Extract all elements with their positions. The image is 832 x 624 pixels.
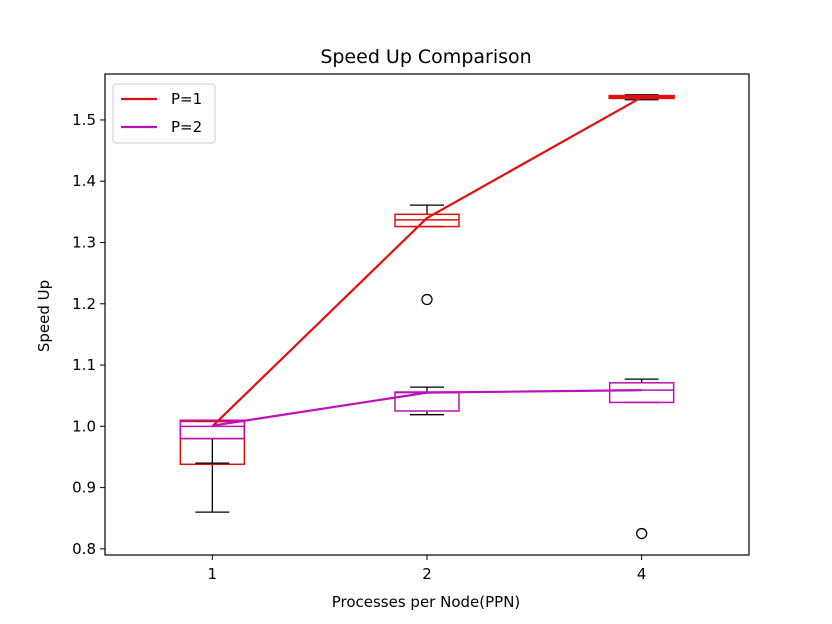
box-body <box>179 420 246 466</box>
legend-entry: P=1 <box>171 90 202 108</box>
y-tick-label: 1.5 <box>72 111 96 129</box>
box-P=2-1 <box>179 419 246 464</box>
x-tick-label: 4 <box>637 565 647 583</box>
box-body <box>179 419 246 440</box>
outlier-point <box>421 293 433 306</box>
box-body <box>394 391 460 412</box>
box-P=2-2 <box>394 386 460 416</box>
y-tick-label: 1.4 <box>72 172 96 190</box>
y-tick-label: 1.0 <box>72 417 96 435</box>
legend: P=1 P=2 <box>112 83 216 144</box>
x-axis-label: Processes per Node(PPN) <box>332 593 521 611</box>
plot-frame <box>104 73 750 556</box>
y-axis-label: Speed Up <box>35 280 53 352</box>
y-tick-label: 1.2 <box>72 295 96 313</box>
y-tick-label: 0.8 <box>72 540 96 558</box>
box-P=2-4 <box>608 378 675 540</box>
x-tick-label: 1 <box>208 565 218 583</box>
box-body <box>608 382 675 404</box>
plot-area: 0.8 0.9 1.0 1.1 1.2 1.3 1.4 1.5 1 2 4 <box>72 73 750 583</box>
outlier-point <box>636 527 648 540</box>
chart-title: Speed Up Comparison <box>320 46 531 68</box>
y-tick-label: 1.1 <box>72 356 96 374</box>
box-P=1-1 <box>179 420 246 513</box>
y-tick-label: 0.9 <box>72 479 96 497</box>
box-P=1-2 <box>394 204 460 306</box>
legend-entry: P=2 <box>171 118 202 136</box>
x-tick-label: 2 <box>422 565 432 583</box>
y-tick-label: 1.3 <box>72 234 96 252</box>
series-line-P=1 <box>211 96 643 428</box>
series-line-P=2 <box>212 389 642 427</box>
